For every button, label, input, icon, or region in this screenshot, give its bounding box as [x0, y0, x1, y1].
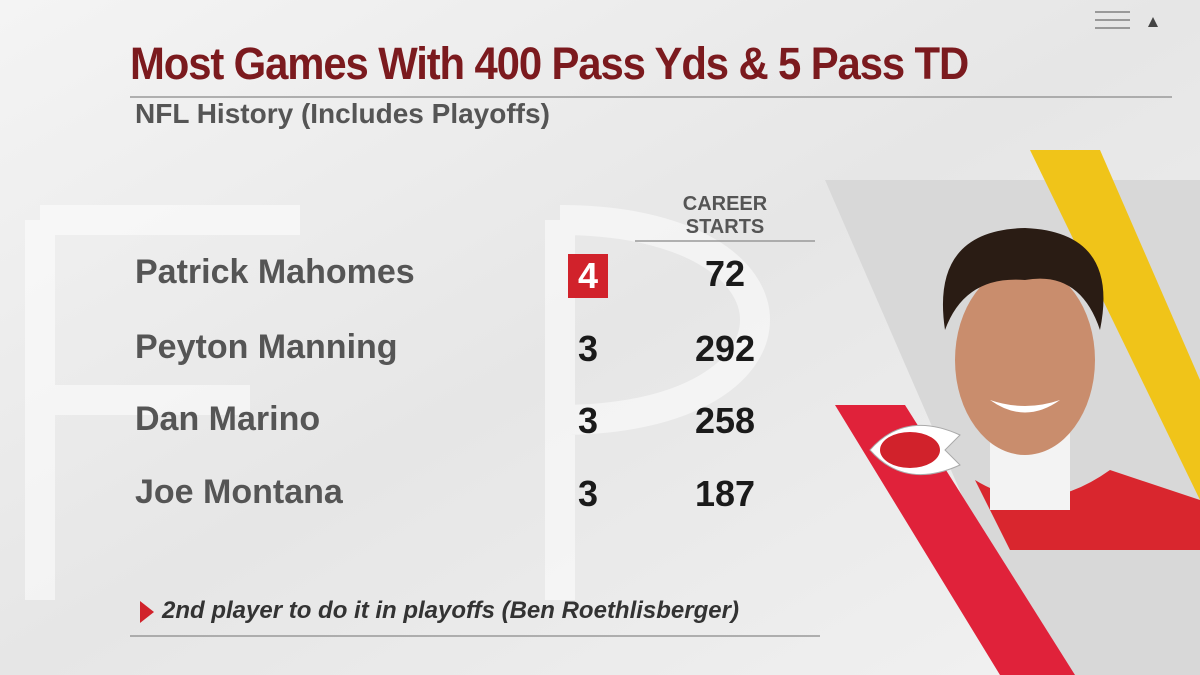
- games-count: 4: [568, 254, 608, 298]
- games-count: 3: [577, 400, 599, 441]
- career-starts: 72: [704, 253, 746, 294]
- footnote: 2nd player to do it in playoffs (Ben Roe…: [162, 597, 739, 624]
- column-header: CAREER STARTS: [682, 193, 768, 238]
- up-icon: [1148, 17, 1158, 27]
- games-count: 3: [577, 473, 599, 514]
- yellow-stripe: [1030, 150, 1200, 500]
- title: Most Games With 400 Pass Yds & 5 Pass TD: [130, 38, 969, 89]
- team-logo: [869, 424, 961, 476]
- player-photo: [942, 228, 1200, 550]
- bullet: [140, 601, 154, 623]
- menu-icon: [1095, 11, 1130, 29]
- player-name: Peyton Manning: [135, 328, 398, 366]
- player-name: Patrick Mahomes: [135, 253, 415, 291]
- games-count: 3: [577, 328, 599, 369]
- career-starts: 292: [694, 328, 756, 369]
- subtitle: NFL History (Includes Playoffs): [135, 98, 550, 129]
- career-starts: 258: [694, 400, 756, 441]
- red-stripe: [835, 405, 1075, 675]
- player-name: Joe Montana: [135, 473, 343, 511]
- player-name: Dan Marino: [135, 400, 321, 438]
- career-starts: 187: [694, 473, 756, 514]
- watermark: [25, 205, 770, 600]
